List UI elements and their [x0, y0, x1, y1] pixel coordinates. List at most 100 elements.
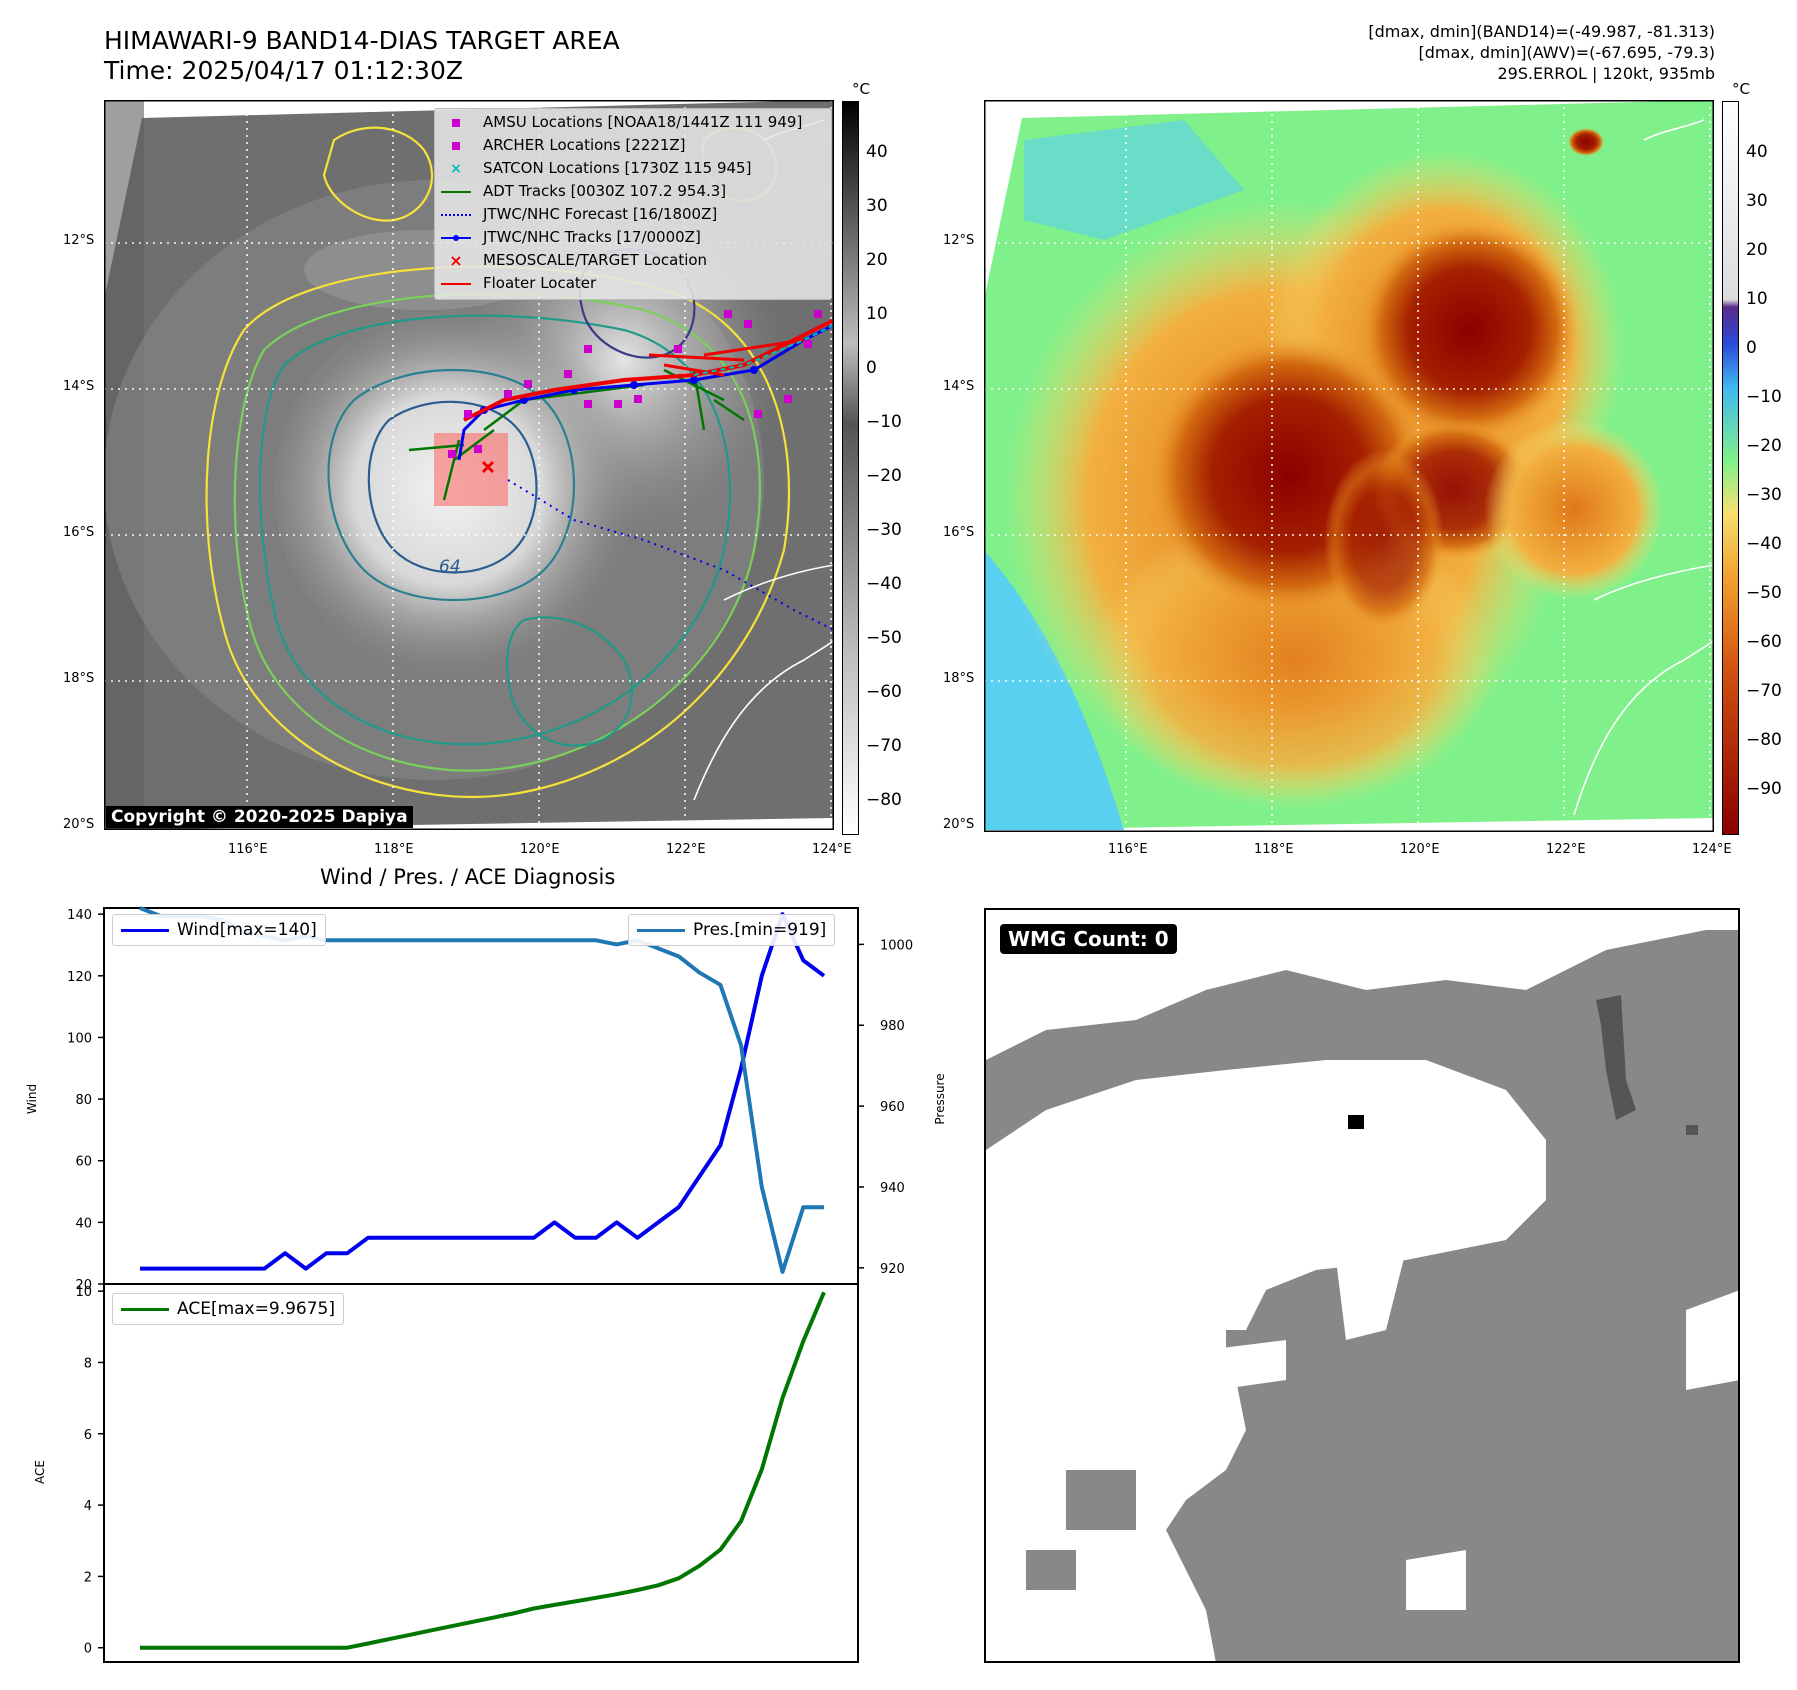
y-right-tick-label: 980 [880, 1019, 905, 1034]
y-tick-label: 6 [84, 1428, 92, 1443]
lon-label: 116°E [1108, 842, 1148, 857]
y-tick-label: 4 [84, 1499, 92, 1514]
lat-label: 12°S [943, 233, 975, 248]
ace-frame [103, 1283, 859, 1663]
pressure-legend: Pres.[min=919] [628, 914, 836, 946]
y-tick-label: 0 [84, 1642, 92, 1657]
wind-pressure-frame [103, 907, 859, 1285]
colorbar-tick: −10 [1746, 387, 1782, 407]
colorbar-tick: 10 [1746, 289, 1768, 309]
contour-label: 64 [439, 557, 461, 577]
colorbar-right-unit: °C [1732, 80, 1750, 98]
y-right-tick-label: 1000 [880, 938, 913, 953]
colorbar-tick: −70 [1746, 681, 1782, 701]
pres-series-line [139, 906, 824, 1274]
lon-label: 116°E [228, 842, 268, 857]
wind-series-line [140, 912, 826, 1271]
colorbar-tick: −80 [1746, 730, 1782, 750]
colorbar-left-unit: °C [852, 80, 870, 98]
lon-label: 120°E [1400, 842, 1440, 857]
y-tick-label: 60 [75, 1155, 92, 1170]
lat-label: 12°S [63, 233, 95, 248]
y-right-tick-label: 960 [880, 1100, 905, 1115]
info-awv: [dmax, dmin](AWV)=(-67.695, -79.3) [1418, 43, 1715, 62]
y-tick-label: 2 [84, 1570, 92, 1585]
y-tick-label: 120 [67, 970, 92, 985]
wind-legend: Wind[max=140] [112, 914, 326, 946]
wind-axis-label: Wind [25, 1083, 39, 1115]
ace-axis-label: ACE [33, 1460, 47, 1484]
colorbar-tick: −60 [866, 682, 902, 702]
y-right-tick-label: 940 [880, 1181, 905, 1196]
colorbar-tick: 30 [1746, 191, 1768, 211]
ace-legend: ACE[max=9.9675] [112, 1293, 344, 1325]
colorbar-tick: −50 [866, 628, 902, 648]
colorbar-tick: 10 [866, 304, 888, 324]
colorbar-left [842, 101, 859, 835]
colorbar-tick: 30 [866, 196, 888, 216]
y-tick-label: 10 [75, 1285, 92, 1300]
legend-item-mesoscale: × MESOSCALE/TARGET Location [449, 250, 708, 270]
wmg-count-badge: WMG Count: 0 [1000, 924, 1177, 954]
map-legend: AMSU Locations [NOAA18/1441Z 111 949] AR… [434, 108, 832, 300]
y-tick-label: 100 [67, 1031, 92, 1046]
colorbar-tick: −30 [866, 520, 902, 540]
lat-label: 18°S [63, 671, 95, 686]
wmg-panel: WMG Count: 0 [984, 908, 1740, 1663]
lat-label: 16°S [943, 525, 975, 540]
y-tick-label: 80 [75, 1093, 92, 1108]
lon-label: 124°E [1692, 842, 1732, 857]
colorbar-tick: −70 [866, 736, 902, 756]
colorbar-tick: 40 [1746, 142, 1768, 162]
info-storm: 29S.ERROL | 120kt, 935mb [1497, 64, 1715, 83]
wmg-grid [986, 910, 1738, 1661]
colorbar-tick: 40 [866, 142, 888, 162]
colorbar-tick: −10 [866, 412, 902, 432]
diagnosis-title: Wind / Pres. / ACE Diagnosis [320, 865, 616, 889]
awv-map [984, 100, 1714, 832]
colorbar-tick: 0 [1746, 338, 1757, 358]
lon-label: 118°E [1254, 842, 1294, 857]
y-tick-label: 140 [67, 908, 92, 923]
chart-title: HIMAWARI-9 BAND14-DIAS TARGET AREA [104, 26, 620, 55]
colorbar-tick: −20 [1746, 436, 1782, 456]
colorbar-tick: 20 [866, 250, 888, 270]
lat-label: 14°S [63, 379, 95, 394]
lon-label: 122°E [1546, 842, 1586, 857]
awv-map-panel [984, 100, 1714, 832]
diagnosis-chart: 20 40 60 80 100 120 140 920 940 960 980 1000 0 2 4 6 8 1… [67, 906, 913, 1663]
lat-label: 16°S [63, 525, 95, 540]
legend-item-satcon: × SATCON Locations [1730Z 115 945] [450, 159, 752, 177]
lat-label: 18°S [943, 671, 975, 686]
colorbar-tick: −90 [1746, 779, 1782, 799]
lon-label: 118°E [374, 842, 414, 857]
colorbar-tick: −80 [866, 790, 902, 810]
colorbar-tick: −30 [1746, 485, 1782, 505]
lon-label: 122°E [666, 842, 706, 857]
colorbar-tick: −60 [1746, 632, 1782, 652]
y-right-tick-label: 920 [880, 1262, 905, 1277]
y-tick-label: 8 [84, 1356, 92, 1371]
legend-item-floater: Floater Locater [441, 272, 596, 294]
lon-label: 124°E [812, 842, 852, 857]
legend-item-forecast: JTWC/NHC Forecast [16/1800Z] [441, 203, 717, 225]
copyright-label: Copyright © 2020-2025 Dapiya [106, 806, 413, 828]
lon-label: 120°E [520, 842, 560, 857]
colorbar-tick: 20 [1746, 240, 1768, 260]
legend-item-archer: ARCHER Locations [2221Z] [441, 134, 686, 156]
colorbar-tick: −50 [1746, 583, 1782, 603]
colorbar-tick: −40 [1746, 534, 1782, 554]
pressure-axis-label: Pressure [933, 1073, 947, 1125]
ace-series-line [140, 1291, 826, 1650]
colorbar-right [1722, 101, 1739, 835]
legend-item-adt: ADT Tracks [0030Z 107.2 954.3] [441, 180, 726, 202]
lat-label: 14°S [943, 379, 975, 394]
lat-label: 20°S [63, 817, 95, 832]
lat-label: 20°S [943, 817, 975, 832]
colorbar-tick: −20 [866, 466, 902, 486]
legend-item-amsu: AMSU Locations [NOAA18/1441Z 111 949] [441, 111, 802, 133]
ir-map-panel: 64 AMSU Locations [NOAA18/1441Z 111 949]… [104, 100, 834, 830]
y-tick-label: 40 [75, 1216, 92, 1231]
colorbar-tick: 0 [866, 358, 877, 378]
info-band14: [dmax, dmin](BAND14)=(-49.987, -81.313) [1368, 22, 1715, 41]
